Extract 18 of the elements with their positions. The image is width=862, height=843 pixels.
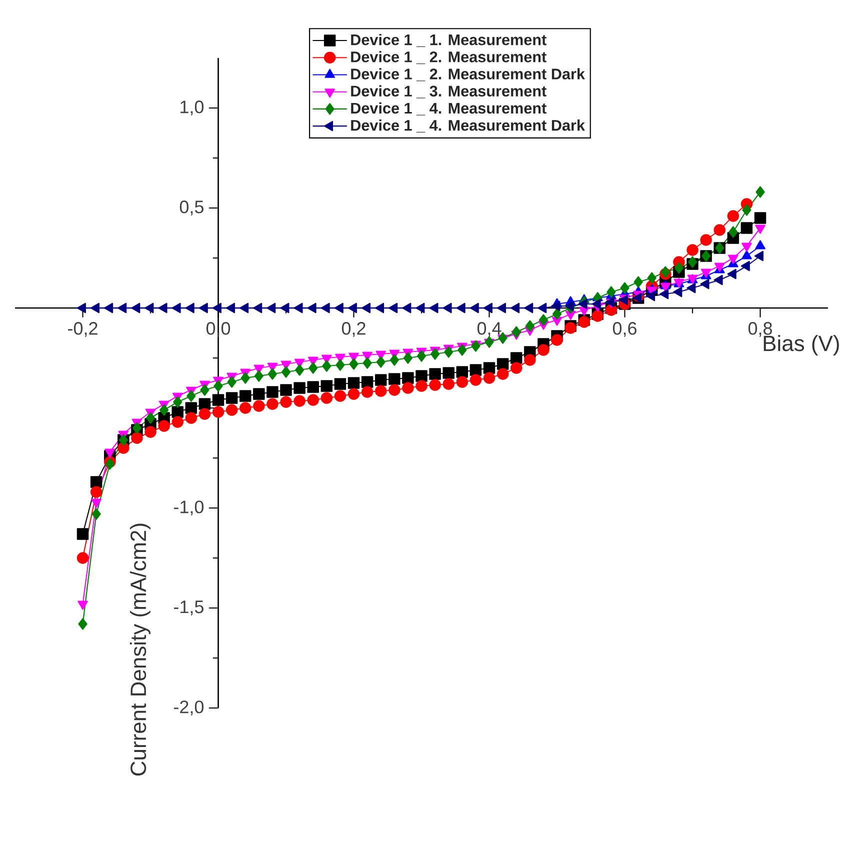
y-tick-label: -1,5 <box>174 600 204 616</box>
y-tick-label: -1,0 <box>174 500 204 516</box>
x-tick-label: 0,6 <box>612 322 636 337</box>
legend-label: Device 1 _ 4. Measurement <box>351 102 546 116</box>
y-axis-title: Current Density (mA/cm2) <box>130 524 150 776</box>
x-axis-title: Bias (V) <box>764 335 839 356</box>
legend-label: Device 1 _ 2. Measurement Dark <box>351 68 585 82</box>
y-tick-label: 0,5 <box>180 200 204 216</box>
x-tick-label: -0,2 <box>68 322 98 337</box>
legend-label: Device 1 _ 4. Measurement Dark <box>351 120 585 132</box>
x-tick-label: 0,2 <box>342 322 366 337</box>
x-tick-label: 0,4 <box>477 322 502 337</box>
legend-label: Device 1 _ 3. Measurement <box>351 85 546 98</box>
y-tick-label: -2,0 <box>174 700 204 716</box>
legend-label: Device 1 _ 2. Measurement <box>351 51 546 64</box>
x-tick-label: 0,8 <box>748 322 772 337</box>
legend-label: Device 1 _ 1. Measurement <box>351 34 546 47</box>
y-tick-label: 1,0 <box>180 100 204 116</box>
